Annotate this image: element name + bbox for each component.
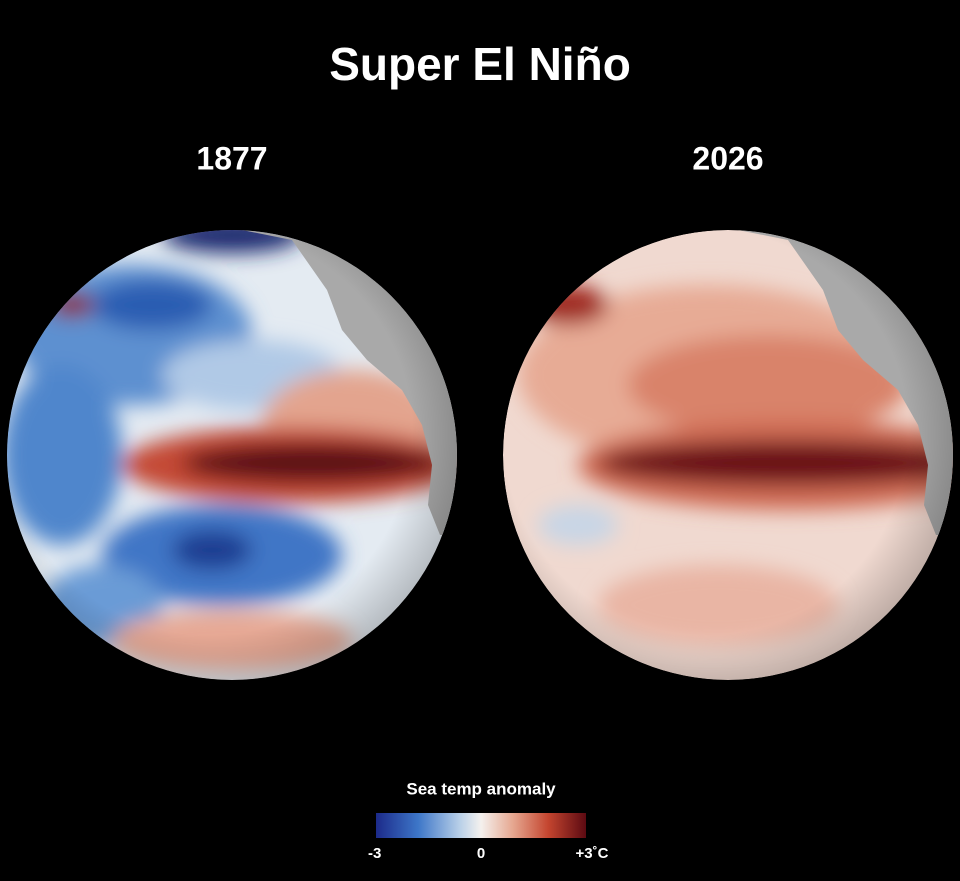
legend-tick-label: 0 [477,845,485,862]
legend-tick-label: -3 [368,845,381,862]
map-label: 1877 [196,140,267,176]
globe-1877 [7,230,457,680]
legend-tick-label: +3˚C [576,845,609,862]
colorbar [376,813,586,838]
map-label: 2026 [692,140,763,176]
title: Super El Niño [329,38,631,90]
legend-title: Sea temp anomaly [406,779,556,798]
